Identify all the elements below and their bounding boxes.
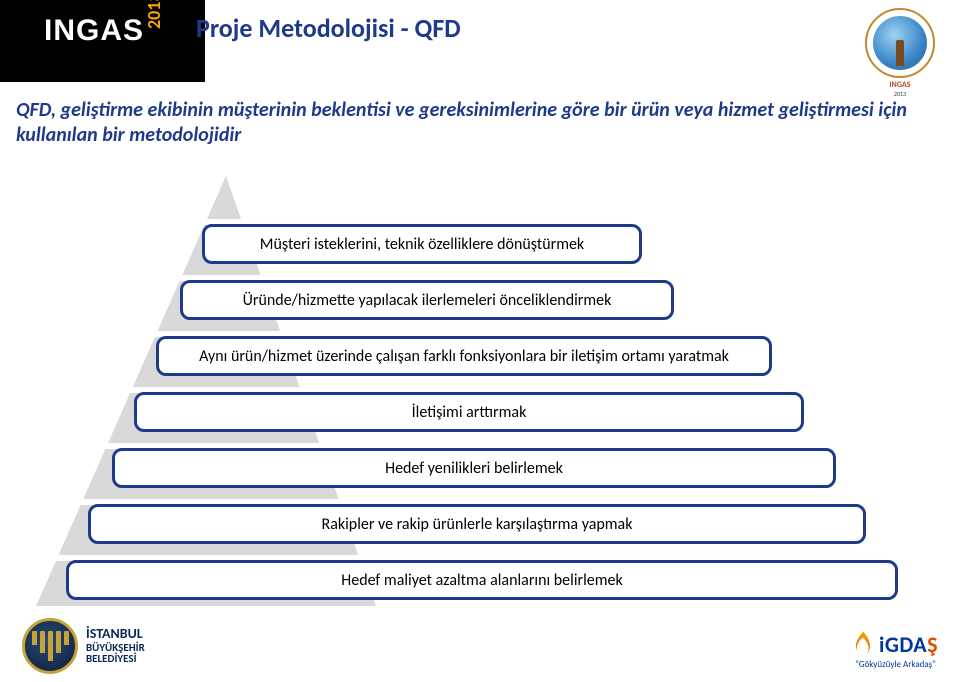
page-title: Proje Metodolojisi - QFD (196, 12, 461, 44)
brand-logo: INGAS 2013 (44, 14, 185, 48)
footer-left-logo: İSTANBUL BÜYÜKŞEHİR BELEDİYESİ (22, 618, 145, 674)
badge-skyline-icon (873, 16, 927, 70)
igdas-accent: Ş (927, 631, 938, 658)
footer-right-logo: iGDAŞ "Gökyüzüyle Arkadaş" (853, 631, 938, 670)
pyramid-bar-2: Üründe/hizmette yapılacak ilerlemeleri ö… (180, 280, 674, 320)
slide: INGAS 2013 Proje Metodolojisi - QFD INGA… (0, 0, 960, 682)
pyramid-bar-1: Müşteri isteklerini, teknik özelliklere … (202, 224, 642, 264)
ibb-text: İSTANBUL BÜYÜKŞEHİR BELEDİYESİ (86, 627, 145, 665)
badge-circle-icon (865, 8, 935, 78)
brand-year: 2013 (143, 0, 165, 29)
header-band: INGAS 2013 (0, 0, 205, 82)
badge-year: 2013 (858, 90, 942, 98)
badge-name: INGAS (858, 80, 942, 90)
pyramid-bar-4: İletişimi arttırmak (134, 392, 804, 432)
igdas-tagline: "Gökyüzüyle Arkadaş" (853, 659, 938, 670)
pyramid-diagram: Müşteri isteklerini, teknik özelliklere … (36, 176, 916, 606)
igdas-wordmark: iGDAŞ (879, 631, 938, 658)
igdas-logo: iGDAŞ (853, 631, 938, 658)
flame-icon (853, 632, 873, 658)
igdas-plain: iGDA (879, 631, 927, 658)
ibb-line3: BELEDİYESİ (86, 653, 145, 665)
pyramid-bar-7: Hedef maliyet azaltma alanlarını belirle… (66, 560, 898, 600)
pyramid-bar-5: Hedef yenilikleri belirlemek (112, 448, 836, 488)
pyramid-bar-3: Aynı ürün/hizmet üzerinde çalışan farklı… (156, 336, 772, 376)
brand-name: INGAS (44, 14, 144, 48)
intro-text: QFD, geliştirme ekibinin müşterinin bekl… (16, 98, 916, 148)
badge-tower-icon (896, 40, 904, 66)
ibb-line1: İSTANBUL (86, 627, 145, 642)
event-badge: INGAS 2013 (858, 8, 942, 86)
ibb-seal-icon (22, 618, 78, 674)
ibb-towers-icon (32, 631, 69, 661)
pyramid-bar-6: Rakipler ve rakip ürünlerle karşılaştırm… (88, 504, 866, 544)
pyramid-bars: Müşteri isteklerini, teknik özelliklere … (36, 176, 916, 606)
